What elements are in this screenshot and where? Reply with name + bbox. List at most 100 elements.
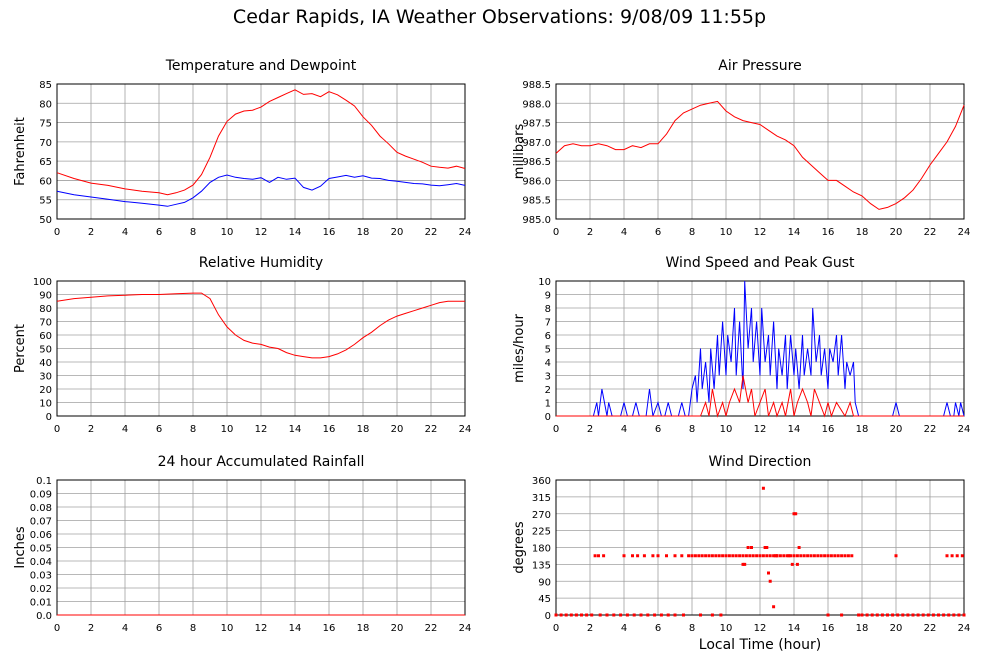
data-point — [836, 554, 840, 558]
plot-frame — [555, 83, 965, 220]
x-tick-label: 20 — [890, 227, 903, 238]
series-line-1 — [556, 375, 964, 418]
chart-title: Wind Speed and Peak Gust — [666, 255, 855, 271]
chart-title: Relative Humidity — [199, 255, 323, 271]
y-tick-label: 986.5 — [522, 157, 551, 168]
data-point — [632, 613, 636, 617]
data-point — [727, 554, 731, 558]
data-point — [731, 554, 735, 558]
x-tick-label: 16 — [822, 227, 835, 238]
data-point — [656, 554, 660, 558]
y-tick-label: 100 — [33, 277, 52, 288]
y-tick-label: 9 — [545, 291, 551, 302]
series-line-0 — [56, 89, 466, 196]
data-point — [797, 546, 801, 549]
x-tick-label: 4 — [122, 227, 128, 238]
x-tick-label: 14 — [788, 424, 801, 435]
y-tick-label: 65 — [39, 157, 52, 168]
data-point — [911, 613, 915, 617]
y-tick-label: 0.06 — [30, 530, 52, 541]
data-point — [682, 613, 685, 617]
y-tick-label: 70 — [39, 138, 52, 149]
x-tick-label: 14 — [289, 623, 302, 634]
data-point — [823, 554, 827, 558]
data-point — [673, 554, 677, 558]
y-tick-label: 30 — [39, 372, 52, 383]
data-point — [850, 554, 854, 558]
data-point — [710, 554, 714, 558]
data-point — [812, 554, 816, 558]
x-tick-label: 4 — [122, 623, 128, 634]
y-tick-label: 90 — [39, 291, 52, 302]
data-point — [865, 613, 869, 617]
data-point — [870, 613, 874, 617]
data-point — [743, 562, 747, 566]
x-tick-label: 22 — [924, 623, 937, 634]
x-tick-label: 12 — [255, 623, 268, 634]
data-point — [721, 554, 725, 558]
data-point — [790, 562, 794, 566]
x-tick-label: 14 — [788, 623, 801, 634]
data-point — [962, 613, 966, 617]
y-tick-label: 0.05 — [30, 544, 52, 555]
data-point — [955, 554, 959, 558]
data-point — [829, 554, 833, 558]
data-point — [947, 613, 951, 617]
x-tick-label: 16 — [822, 623, 835, 634]
data-point — [751, 554, 755, 558]
data-point — [666, 613, 670, 617]
x-tick-label: 6 — [655, 227, 661, 238]
y-tick-label: 315 — [532, 493, 551, 504]
y-tick-label: 60 — [39, 331, 52, 342]
y-tick-label: 0.1 — [36, 476, 52, 487]
data-point — [857, 613, 861, 617]
data-point — [750, 546, 753, 549]
data-point — [714, 554, 718, 558]
y-tick-label: 0 — [545, 412, 551, 423]
y-tick-label: 80 — [39, 304, 52, 315]
data-point — [799, 554, 803, 558]
data-point — [819, 554, 823, 558]
data-point — [564, 613, 568, 617]
y-axis-label: Percent — [13, 324, 28, 373]
data-point — [639, 613, 643, 617]
x-tick-label: 2 — [587, 623, 593, 634]
data-point — [602, 554, 606, 558]
x-axis-label: Local Time (hour) — [699, 637, 821, 653]
data-point — [921, 613, 925, 617]
y-tick-label: 135 — [532, 560, 551, 571]
data-point — [761, 554, 765, 558]
data-point — [590, 613, 594, 617]
data-point — [806, 554, 810, 558]
data-point — [860, 613, 864, 617]
data-point — [646, 613, 650, 617]
series-line-0 — [555, 100, 965, 210]
x-tick-label: 0 — [54, 424, 60, 435]
data-point — [598, 613, 602, 617]
y-tick-label: 85 — [39, 80, 52, 91]
x-tick-label: 4 — [122, 424, 128, 435]
data-point — [787, 554, 791, 558]
y-tick-label: 60 — [39, 176, 52, 187]
data-point — [809, 554, 813, 558]
data-point — [710, 613, 714, 617]
y-tick-label: 2 — [545, 385, 551, 396]
x-tick-label: 18 — [856, 227, 869, 238]
data-point — [794, 512, 798, 516]
data-point — [826, 613, 830, 617]
data-point — [755, 554, 759, 558]
plot-frame — [56, 280, 466, 417]
data-point — [768, 554, 772, 558]
x-tick-label: 24 — [459, 424, 472, 435]
data-point — [942, 613, 946, 617]
x-tick-label: 18 — [357, 227, 370, 238]
data-point — [846, 554, 850, 558]
x-tick-label: 0 — [54, 227, 60, 238]
y-tick-label: 0.02 — [30, 584, 52, 595]
data-point — [789, 554, 793, 558]
y-tick-label: 4 — [545, 358, 551, 369]
y-tick-label: 55 — [39, 196, 52, 207]
data-point — [580, 613, 583, 617]
data-point — [891, 613, 895, 617]
